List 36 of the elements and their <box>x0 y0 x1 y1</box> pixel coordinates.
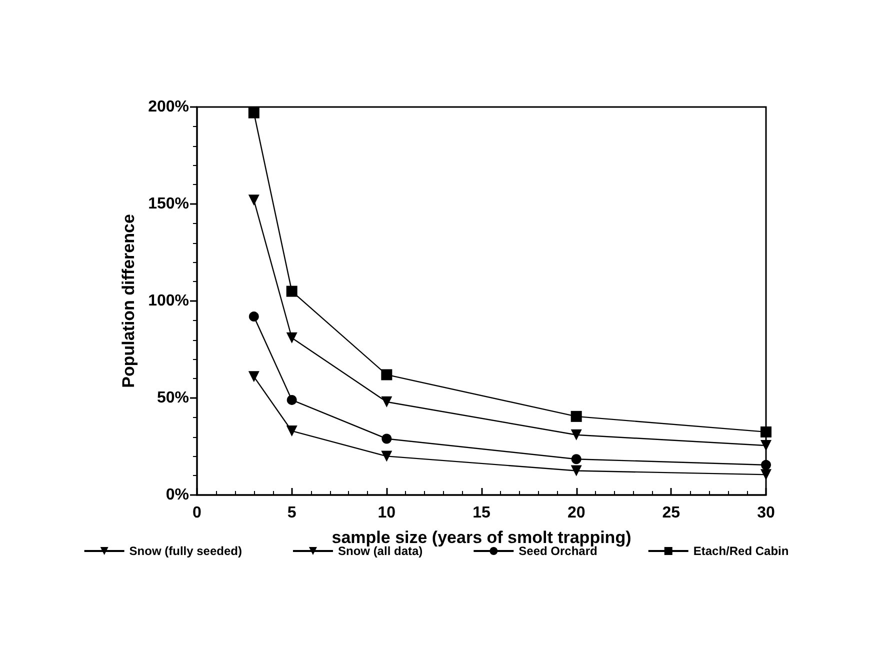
point <box>248 107 260 118</box>
point <box>761 460 771 470</box>
x-axis-title: sample size (years of smolt trapping) <box>332 528 632 547</box>
point <box>286 425 298 436</box>
point <box>286 286 298 297</box>
x-tick-label: 5 <box>287 504 296 522</box>
x-tick-label: 0 <box>192 504 202 522</box>
point <box>248 371 260 382</box>
point <box>760 469 772 480</box>
x-tick-label: 10 <box>378 504 396 522</box>
point <box>248 312 259 322</box>
point <box>570 465 582 476</box>
point <box>248 194 260 206</box>
y-tick-label: 200% <box>148 98 189 116</box>
point <box>570 429 582 440</box>
x-tick-label: 30 <box>757 504 775 522</box>
legend-label: Etach/Red Cabin <box>693 544 789 558</box>
point <box>286 332 298 344</box>
y-tick-label: 50% <box>156 390 189 406</box>
point <box>381 369 392 380</box>
point <box>381 396 392 408</box>
legend-label: Snow (fully seeded) <box>129 544 242 558</box>
point <box>760 426 772 438</box>
point <box>381 450 392 462</box>
y-tick-label: 150% <box>148 196 189 212</box>
point <box>286 394 297 405</box>
point <box>570 410 582 422</box>
y-tick-label: 100% <box>148 292 189 310</box>
y-tick-label: 0% <box>166 486 189 504</box>
x-tick-label: 20 <box>567 504 586 522</box>
y-axis-title: Population difference <box>119 214 138 388</box>
x-tick-label: 25 <box>662 504 680 522</box>
x-tick-label: 15 <box>472 504 490 522</box>
point <box>760 440 772 452</box>
point <box>571 454 582 464</box>
point <box>382 434 392 444</box>
